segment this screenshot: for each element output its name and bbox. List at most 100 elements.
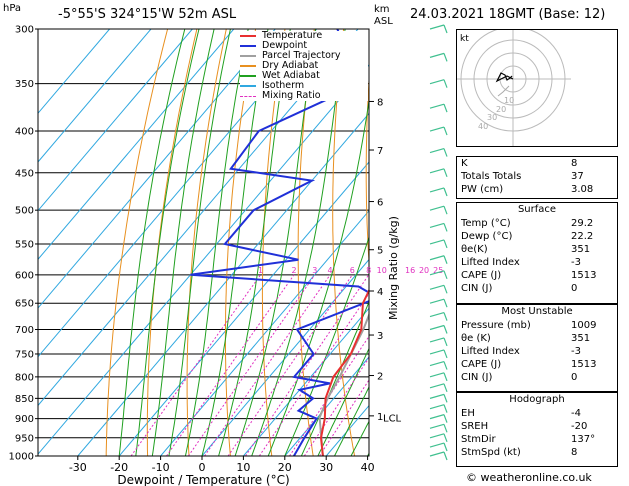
wind-barb-flag [443, 433, 448, 443]
wet-adiabat-line [168, 29, 231, 456]
legend-label: Dry Adiabat [262, 60, 319, 71]
legend-item: Dry Adiabat [240, 61, 368, 71]
wind-barb-flag [443, 325, 448, 334]
km-unit-label: km [374, 4, 390, 15]
temp-tick-label: 10 [236, 461, 250, 474]
legend-label: Dewpoint [262, 40, 308, 51]
hodograph-ring-label: 30 [487, 113, 497, 122]
wind-barb [429, 205, 445, 211]
dry-adiabat-line [105, 29, 169, 456]
dry-adiabat-line [365, 73, 369, 269]
legend-item: Temperature [240, 31, 368, 41]
hodograph-ring-label: 20 [496, 105, 506, 114]
km-tick-label: 2 [377, 372, 383, 383]
km-tick-label: 7 [377, 146, 383, 157]
wind-barb [429, 451, 445, 457]
isotherm-line [284, 356, 369, 456]
index-row: PW (cm) 3.08 [461, 184, 594, 195]
wind-barb [429, 284, 445, 290]
wind-barb-flag [443, 442, 448, 452]
surface-row: Lifted Index -3 [461, 257, 581, 268]
wind-barb-flag [443, 383, 448, 392]
wind-barb [429, 239, 445, 245]
legend-item: Wet Adiabat [240, 71, 368, 81]
wind-barb-flag [443, 223, 448, 232]
pressure-tick-label: 650 [15, 299, 34, 310]
most-unstable-row: CAPE (J) 1513 [461, 359, 597, 370]
wind-barb [429, 349, 445, 355]
legend-label: Mixing Ratio [262, 90, 321, 101]
wind-barb-flag [443, 312, 448, 321]
hodograph-storm-motion [497, 85, 510, 97]
wind-barb [429, 414, 445, 420]
legend: Temperature Dewpoint Parcel Trajectory Dry … [240, 31, 368, 101]
pressure-tick-label: 850 [15, 394, 34, 405]
legend-item: Dewpoint [240, 41, 368, 51]
wet-adiabat-line [234, 29, 317, 456]
wind-barb [429, 433, 445, 439]
legend-label: Isotherm [262, 80, 305, 91]
isotherm-line [38, 29, 276, 309]
wind-barb [429, 442, 445, 448]
mixing-ratio-label: 3 [312, 266, 317, 275]
hodograph-row: StmDir 137° [461, 434, 596, 445]
mixing-ratio-line [319, 379, 369, 456]
most-unstable-table: Most Unstable Pressure (mb) 1009 θe (K) 35… [456, 304, 618, 392]
surface-row: θe(K) 351 [461, 244, 591, 255]
lcl-label: LCL [383, 413, 402, 424]
pressure-tick-label: 1000 [9, 452, 34, 463]
hodograph-ring-label: 10 [504, 96, 514, 105]
temp-tick-label: -20 [110, 461, 128, 474]
legend-swatch [240, 85, 256, 87]
dry-adiabat-line [146, 29, 198, 456]
legend-item: Parcel Trajectory [240, 51, 368, 61]
mixing-ratio-label: 10 [377, 266, 387, 275]
hodograph-table-title: Hodograph [509, 394, 565, 405]
legend-item: Isotherm [240, 81, 368, 91]
footer-credit: © weatheronline.co.uk [466, 471, 592, 484]
legend-swatch [240, 65, 256, 67]
wind-barb [429, 222, 445, 229]
mixing-ratio-label: 20 [419, 266, 429, 275]
legend-swatch [240, 55, 256, 57]
hodograph-kt-label: kt [460, 34, 469, 44]
wind-barb [429, 383, 445, 389]
wind-barb-flag [443, 424, 448, 433]
wind-barb-flag [443, 394, 448, 403]
legend-swatch [240, 35, 256, 37]
mixing-ratio-line [204, 274, 331, 456]
wind-barb [429, 361, 445, 367]
wind-barb-flag [443, 337, 448, 347]
mixing-ratio-line [258, 292, 369, 456]
wind-barb [429, 24, 445, 30]
wind-barb [429, 298, 445, 304]
wind-barb [429, 423, 445, 429]
isotherm-line [38, 29, 110, 114]
mixing-ratio-line [187, 274, 316, 456]
pressure-tick-label: 600 [15, 270, 34, 281]
isotherm-line [243, 307, 369, 456]
wind-barb-flag [443, 53, 448, 62]
mixing-ratio-label: 8 [366, 266, 371, 275]
pressure-tick-label: 800 [15, 372, 34, 383]
wind-barb-flag [443, 361, 448, 370]
surface-title: Surface [517, 204, 557, 215]
pressure-tick-label: 700 [15, 325, 34, 336]
wind-barb [429, 103, 445, 109]
temperature-line [319, 288, 369, 456]
km-tick-label: 5 [377, 246, 383, 257]
mixing-ratio-label: 1 [258, 266, 263, 275]
legend-item: Mixing Ratio [240, 91, 368, 101]
surface-table: Surface Temp (°C) 29.2 Dewp (°C) 22.2 θe(K… [456, 202, 618, 304]
wind-barb-flag [443, 239, 448, 249]
legend-label: Parcel Trajectory [262, 50, 341, 61]
hodograph-row: EH -4 [461, 408, 581, 419]
wind-barb [429, 337, 445, 343]
pressure-tick-label: 400 [15, 127, 34, 138]
wind-barb [429, 312, 445, 318]
legend-swatch [240, 75, 256, 77]
hpa-unit-label: hPa [3, 3, 22, 14]
wind-barb [429, 404, 445, 410]
